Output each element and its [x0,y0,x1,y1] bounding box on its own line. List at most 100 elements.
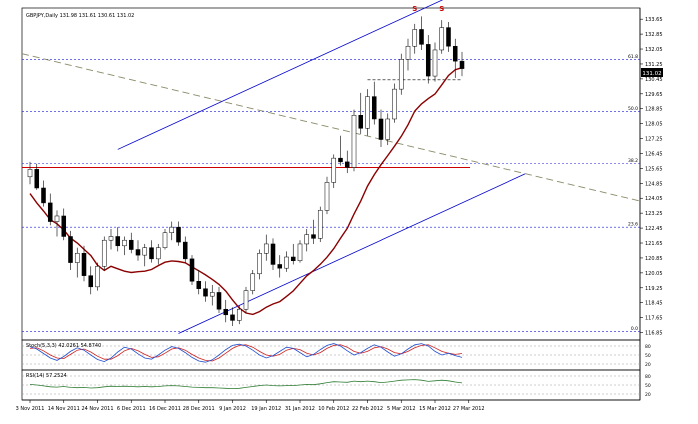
candle-body [209,292,215,297]
date-tick-label: 15 Mar 2012 [419,406,451,412]
fib-level-label: 0.0 [631,326,638,332]
date-tick-label: 6 Dec 2011 [117,406,146,412]
candle-body [270,243,276,265]
date-tick-label: 3 Nov 2011 [16,406,45,412]
candle-body [338,157,343,163]
candle-body [101,239,107,267]
current-price-text: 131.02 [642,71,661,77]
price-tick-label: 120.85 [645,256,663,262]
stoch-level-label: 80 [645,344,651,350]
stoch-signal-line [29,344,463,362]
date-tick-label: 5 Mar 2012 [387,406,416,412]
fib-level-label: 50.0 [628,106,638,112]
candle-body [459,60,465,69]
candle-body [196,280,202,289]
candle-body [243,290,249,310]
stoch-level-label: 50 [645,353,651,359]
candle-body [358,114,364,129]
candle-body [263,243,269,254]
candle-body [398,59,404,90]
candle-body [189,258,195,282]
price-tick-label: 123.25 [645,211,663,217]
price-tick-label: 125.65 [645,166,663,172]
date-tick-label: 10 Feb 2012 [318,406,349,412]
candle-body [149,247,154,260]
price-tick-label: 127.25 [645,137,663,143]
price-tick-label: 128.85 [645,107,663,113]
rsi-line [29,379,463,390]
rsi-level-label: 80 [645,374,651,380]
price-tick-label: 124.85 [645,181,663,187]
candles [27,16,465,327]
candle-body [74,253,80,263]
candle-body [95,266,100,288]
candle-body [236,308,242,321]
price-tick-label: 133.65 [645,17,663,23]
price-tick-label: 131.25 [645,62,663,68]
date-tick-label: 16 Dec 2011 [149,406,181,412]
candle-body [176,226,181,243]
rsi-panel: 80 50 20 [22,374,651,398]
candle-body [122,239,127,247]
candle-body [250,273,256,291]
price-tick-label: 118.45 [645,301,663,307]
fib-level-label: 61.8 [628,54,638,60]
candle-body [371,96,377,120]
candle-body [432,49,438,77]
date-tick-label: 19 Jan 2012 [251,406,281,412]
candle-body [439,27,445,51]
price-tick-label: 117.65 [645,316,663,322]
candle-body [378,118,384,140]
descending-trendline [21,53,641,202]
candle-body [290,256,296,261]
candle-body [351,114,357,168]
candle-body [47,202,53,222]
candle-body [385,118,391,140]
candle-body [135,249,141,256]
current-price-tag [641,68,663,77]
candle-body [203,288,208,297]
price-tick-label: 121.65 [645,241,663,247]
candle-body [344,161,350,168]
candle-body [108,236,114,241]
price-tick-label: 132.05 [645,47,663,53]
candle-body [405,45,411,60]
candle-body [61,215,67,237]
price-tick-label: 120.05 [645,271,663,277]
candle-body [230,314,235,321]
price-tick-label: 122.45 [645,226,663,232]
candle-body [392,88,397,120]
date-tick-label: 27 Mar 2012 [453,406,485,412]
candle-body [317,210,323,239]
candle-body [425,44,431,77]
price-axis: 133.65 132.85 132.05 131.25 130.45 129.65 128.… [640,17,663,337]
channel-lower [178,173,526,334]
candle-body [142,247,148,256]
rsi-level-label: 20 [645,392,651,398]
pattern-marker: S [439,5,444,13]
candle-body [115,236,121,247]
candle-body [34,169,40,189]
candle-body [41,187,46,204]
candle-body [365,96,370,129]
stoch-main-line [29,343,463,363]
pattern-marker: S [412,5,417,13]
candle-body [304,234,310,245]
price-tick-label: 126.45 [645,151,663,157]
date-tick-label: 22 Feb 2012 [352,406,383,412]
candle-body [155,247,161,260]
fib-level-label: 38.2 [628,158,638,164]
candle-body [297,243,303,261]
candle-body [88,275,94,288]
analysis-lines [21,0,641,334]
candle-body [182,241,188,260]
price-tick-label: 129.65 [645,92,663,98]
candle-body [169,226,175,234]
candle-body [68,236,73,263]
rsi-label: RSI(14) 57.2524 [26,373,67,379]
stochastic-panel: 80 50 20 [22,343,651,368]
chart-title: GBPJPY,Daily 131.98 131.61 130.61 131.02 [26,13,134,19]
stoch-level-label: 20 [645,362,651,368]
